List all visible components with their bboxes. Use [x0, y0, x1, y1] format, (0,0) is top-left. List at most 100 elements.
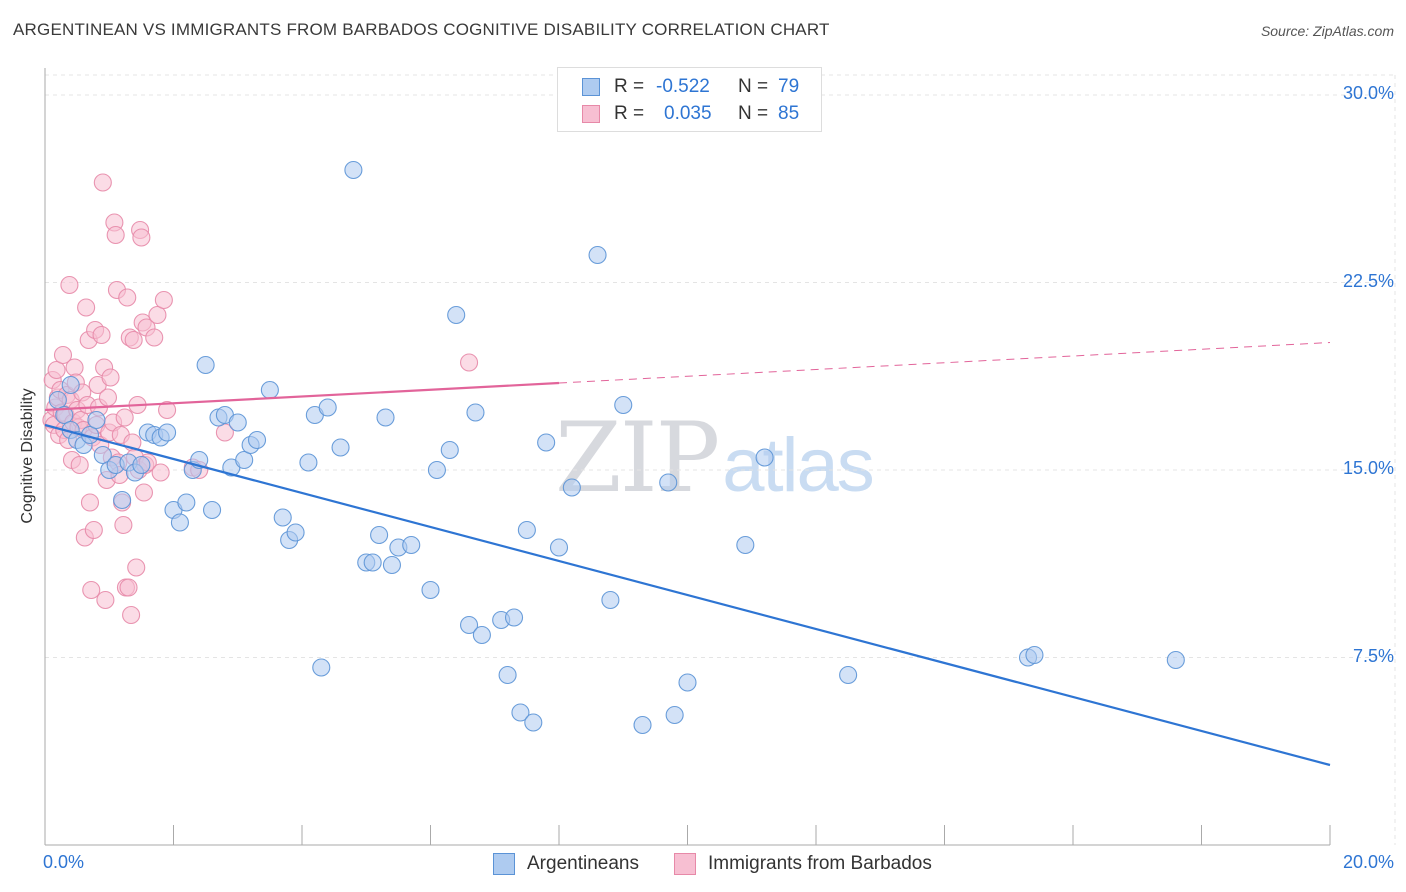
legend-n-value: 79	[778, 76, 800, 97]
argentineans-point	[228, 413, 247, 432]
barbados-point	[92, 325, 111, 345]
trend-line	[44, 381, 560, 412]
barbados-point	[124, 330, 143, 350]
argentineans-point	[260, 380, 279, 400]
barbados-point	[70, 455, 89, 475]
argentineans-point	[87, 410, 106, 430]
argentineans-point	[331, 438, 350, 457]
barbados-point	[118, 288, 137, 307]
legend-n-value: 85	[778, 103, 800, 124]
series-legend-barbados[interactable]: Immigrants from Barbados	[674, 851, 932, 877]
barbados-point	[82, 580, 101, 600]
argentineans-point	[498, 665, 517, 685]
barbados-point	[154, 290, 173, 310]
barbados-point	[127, 558, 146, 577]
argentineans-point	[203, 500, 222, 520]
legend-swatch-blue	[582, 78, 600, 96]
barbados-point	[132, 228, 151, 247]
chart-title: ARGENTINEAN VS IMMIGRANTS FROM BARBADOS …	[13, 20, 830, 39]
argentineans-point	[562, 478, 581, 497]
trend-line	[44, 423, 1331, 767]
source-credit: Source: ZipAtlas.com	[1260, 23, 1394, 39]
barbados-point	[134, 483, 153, 502]
argentineans-point	[517, 520, 536, 540]
legend-swatch-pink	[582, 105, 600, 123]
barbados-point	[151, 463, 170, 482]
barbados-point	[84, 520, 103, 540]
legend-row-argentineans: R = -0.522 N = 79	[582, 75, 799, 99]
argentineans-point	[344, 160, 363, 180]
argentineans-point	[755, 448, 774, 467]
series-legend-label: Immigrants from Barbados	[708, 853, 932, 874]
series-legend: Argentineans Immigrants from Barbados	[0, 851, 1406, 877]
argentineans-point	[614, 395, 633, 415]
argentineans-point	[440, 440, 459, 460]
x-tick-label-max: 20.0%	[1342, 852, 1394, 872]
argentineans-point	[504, 608, 524, 627]
barbados-point	[459, 353, 479, 372]
argentineans-point	[588, 245, 607, 265]
legend-r-label: R =	[614, 76, 645, 97]
series-legend-label: Argentineans	[527, 853, 639, 874]
argentineans-point	[1166, 650, 1185, 670]
barbados-point	[47, 360, 66, 380]
argentineans-point	[286, 523, 305, 542]
argentineans-point	[55, 405, 74, 425]
legend-n-label: N =	[738, 76, 769, 97]
barbados-point	[80, 493, 100, 512]
barbados-point	[119, 578, 138, 597]
series-swatch-pink	[674, 853, 696, 875]
argentineans-point	[537, 433, 556, 452]
x-tick-label-min: 0.0%	[43, 852, 85, 872]
watermark-atlas: atlas	[722, 423, 875, 508]
argentineans-point	[61, 375, 80, 395]
barbados-point	[148, 305, 167, 325]
barbados-point	[122, 605, 141, 625]
trend-line-extension	[558, 342, 1331, 384]
argentineans-point	[48, 390, 67, 410]
argentineans-point	[1025, 645, 1044, 665]
argentineans-point	[511, 703, 530, 722]
argentineans-point	[601, 590, 620, 610]
y-tick-label: 22.5%	[1342, 270, 1394, 291]
watermark: ZIPatlas	[555, 402, 875, 514]
argentineans-point	[247, 430, 267, 450]
barbados-point	[101, 368, 120, 387]
barbados-point	[53, 345, 73, 365]
legend-n-label: N =	[738, 103, 769, 124]
argentineans-point	[93, 445, 112, 465]
argentineans-point	[196, 355, 215, 375]
series-argentineans-points	[48, 160, 1185, 735]
argentineans-point	[466, 403, 485, 422]
watermark-zip: ZIP	[555, 402, 720, 514]
series-legend-argentineans[interactable]: Argentineans	[493, 851, 639, 877]
argentineans-point	[524, 713, 543, 732]
argentineans-point	[633, 715, 652, 735]
barbados-point	[115, 408, 134, 427]
legend-row-barbados: R = 0.035 N = 85	[582, 102, 799, 126]
argentineans-point	[235, 450, 254, 470]
y-tick-label: 30.0%	[1342, 83, 1394, 103]
argentineans-point	[370, 525, 389, 545]
argentineans-point	[736, 535, 755, 555]
barbados-point	[60, 275, 79, 295]
argentineans-point	[665, 705, 684, 725]
argentineans-point	[132, 455, 151, 475]
argentineans-point	[402, 535, 421, 555]
y-tick-label: 7.5%	[1352, 645, 1394, 666]
barbados-point	[98, 388, 118, 407]
argentineans-point	[363, 553, 382, 572]
barbados-point	[106, 225, 125, 245]
argentineans-point	[549, 538, 569, 557]
barbados-point	[93, 173, 112, 192]
argentineans-point	[376, 408, 395, 427]
legend-r-value: 0.035	[664, 103, 712, 124]
barbados-point	[96, 590, 115, 610]
argentineans-point	[273, 508, 292, 527]
argentineans-point	[472, 625, 491, 645]
barbados-point	[114, 515, 133, 535]
argentineans-point	[659, 473, 678, 492]
legend-r-label: R =	[614, 103, 645, 124]
argentineans-point	[382, 555, 402, 575]
